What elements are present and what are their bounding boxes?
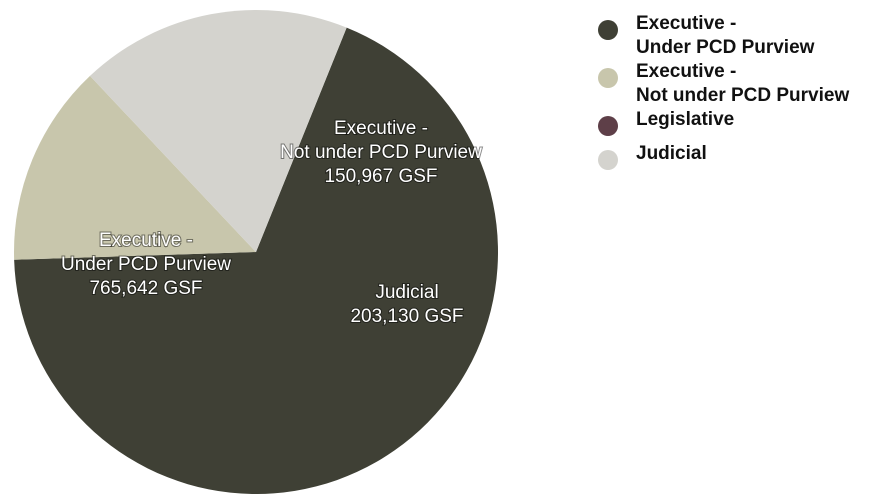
slice-label-line: Executive - — [99, 230, 193, 251]
legend-label: Executive - Not under PCD Purview — [636, 60, 876, 108]
slice-label-line: 765,642 GSF — [89, 278, 202, 299]
slice-label-line: 203,130 GSF — [350, 306, 463, 327]
legend-label-line: Executive - — [636, 13, 737, 34]
slice-label-3: Judicial 203,130 GSF — [350, 282, 463, 327]
slice-label-line: Not under PCD Purview — [280, 142, 482, 163]
pie-slice-1 — [14, 75, 256, 260]
slice-label-0: Executive - Under PCD Purview 765,642 GSF — [61, 230, 231, 299]
legend-label-line: Under PCD Purview — [636, 37, 815, 58]
legend-label-line: Legislative — [636, 109, 735, 130]
legend-item: Executive - Under PCD Purview — [598, 12, 876, 60]
pie-slice-3 — [90, 10, 347, 252]
legend-item: Executive - Not under PCD Purview — [598, 60, 876, 108]
slice-label-line: Judicial — [375, 282, 438, 303]
legend-label-line: Executive - — [636, 61, 737, 82]
legend-label-line: Not under PCD Purview — [636, 85, 850, 106]
legend-item: Judicial — [598, 142, 876, 170]
legend-label-line: Judicial — [636, 143, 707, 164]
legend-label: Legislative — [636, 108, 876, 132]
legend-swatch — [598, 20, 618, 40]
legend-label: Judicial — [636, 142, 876, 166]
pie-slice-0 — [14, 27, 498, 494]
legend: Executive - Under PCD Purview Executive - N… — [598, 12, 876, 170]
slice-label-line: 150,967 GSF — [324, 166, 437, 187]
legend-label: Executive - Under PCD Purview — [636, 12, 876, 60]
slice-label-line: Executive - — [334, 118, 428, 139]
pie-chart: Executive -Under PCD Purview 765,642 GSFE… — [14, 10, 498, 494]
slice-label-1: Executive - Not under PCD Purview 150,967 … — [280, 118, 482, 187]
legend-swatch — [598, 116, 618, 136]
legend-item: Legislative — [598, 108, 876, 136]
slice-label-line: Under PCD Purview — [61, 254, 231, 275]
legend-swatch — [598, 68, 618, 88]
legend-swatch — [598, 150, 618, 170]
